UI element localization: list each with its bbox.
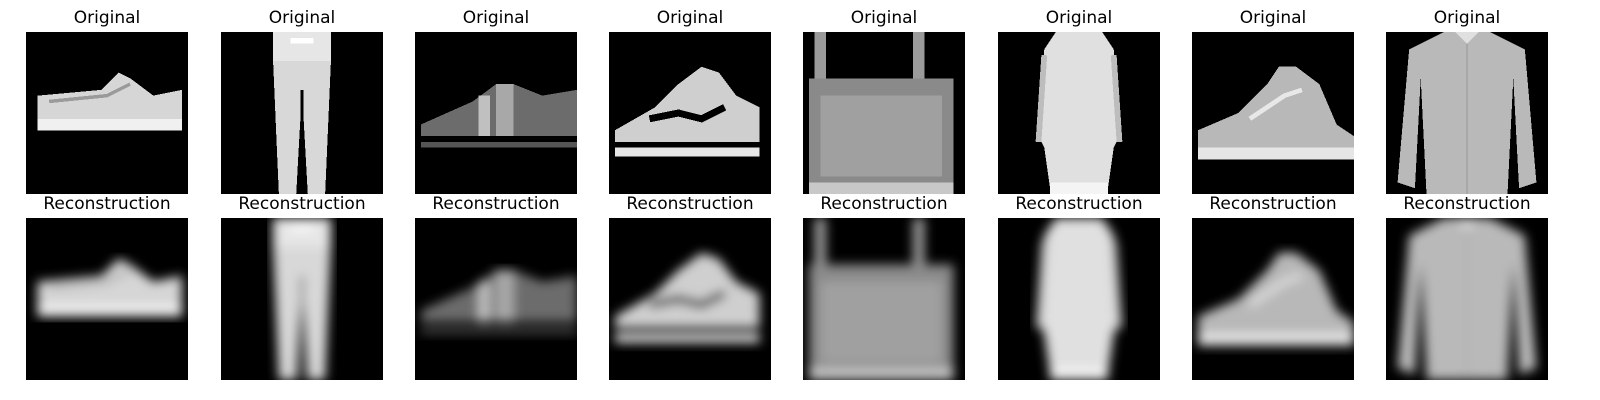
original-title: Original (462, 8, 530, 28)
original-title: Original (268, 8, 336, 28)
reconstruction-image-trouser (221, 218, 383, 380)
reconstruction-image-shirt (1386, 218, 1548, 380)
reconstruction-image-sneaker (609, 218, 771, 380)
reconstruction-title: Reconstruction (626, 194, 754, 214)
reconstruction-image-sneaker (26, 218, 188, 380)
reconstruction-title: Reconstruction (820, 194, 948, 214)
reconstruction-title: Reconstruction (43, 194, 171, 214)
original-image-sneaker (26, 32, 188, 194)
reconstruction-title: Reconstruction (238, 194, 366, 214)
reconstruction-title: Reconstruction (1403, 194, 1531, 214)
reconstruction-title: Reconstruction (1209, 194, 1337, 214)
original-title: Original (1045, 8, 1113, 28)
original-title: Original (656, 8, 724, 28)
original-image-shirt (1386, 32, 1548, 194)
reconstruction-image-sneaker-high (1192, 218, 1354, 380)
original-image-sneaker-high (1192, 32, 1354, 194)
original-title: Original (1433, 8, 1501, 28)
original-title: Original (850, 8, 918, 28)
original-image-bag (803, 32, 965, 194)
original-image-trouser (221, 32, 383, 194)
reconstruction-image-bag (803, 218, 965, 380)
reconstruction-image-dress (998, 218, 1160, 380)
original-image-sandal (415, 32, 577, 194)
reconstruction-title: Reconstruction (432, 194, 560, 214)
reconstruction-image-sandal (415, 218, 577, 380)
original-image-sneaker (609, 32, 771, 194)
reconstruction-title: Reconstruction (1015, 194, 1143, 214)
original-title: Original (73, 8, 141, 28)
original-image-dress (998, 32, 1160, 194)
original-title: Original (1239, 8, 1307, 28)
